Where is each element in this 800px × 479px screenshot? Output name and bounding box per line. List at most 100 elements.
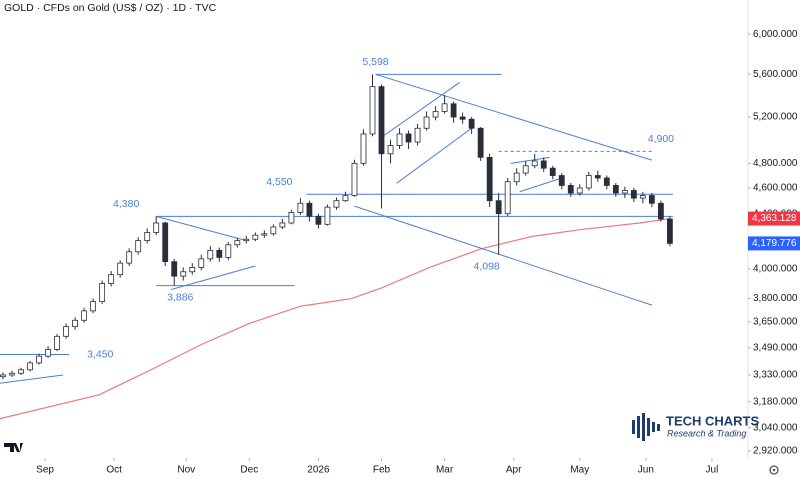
candle-body [297,202,304,213]
candle-body [432,111,439,118]
candle-body [657,202,664,220]
candle-body [0,374,6,378]
candle-body [621,190,628,194]
moving-average [0,217,670,420]
trend-line [375,73,653,161]
x-tick-label: May [570,465,589,476]
candle-body [279,222,286,228]
candle-body [603,177,610,186]
candle-body [495,200,502,215]
candle-body [135,240,142,253]
level-label: 3,886 [167,291,193,303]
candle-body [594,175,601,179]
candle-body [405,133,412,143]
candle-body [477,127,484,158]
candle-body [450,103,457,118]
y-tick-label: 5,200.000 [753,112,798,123]
candle-body [540,160,547,169]
y-tick-label: 3,180.000 [753,396,798,407]
candle-body [243,238,250,242]
brand-name: TECH CHARTS [666,413,759,428]
candle-body [648,195,655,204]
trend-line [396,127,472,184]
candle-body [288,211,295,224]
x-tick-label: Nov [177,465,195,476]
candle-body [369,86,376,135]
y-tick-label: 6,000.000 [753,29,798,40]
candle-body [99,283,106,303]
level-label: 4,900 [648,133,674,145]
candle-body [324,206,331,225]
x-tick-label: 2026 [307,465,330,476]
candle-body [162,222,169,263]
x-tick-label: Jun [638,465,654,476]
trend-line [0,374,64,384]
candle-body [486,156,493,202]
x-tick-label: Oct [106,465,122,476]
x-tick-label: Jul [706,465,719,476]
candle-body [261,233,268,236]
tv-logo [4,443,23,452]
candle-body [576,187,583,194]
candle-body [81,310,88,321]
candle-body [252,234,259,240]
y-tick-label: 4,000.000 [753,264,798,275]
candle-body [639,195,646,199]
candle-body [54,335,60,350]
x-tick-label: Dec [240,465,258,476]
candle-body [225,244,232,258]
candle-body [9,372,15,376]
candle-body [504,181,511,215]
x-tick-label: Sep [36,465,54,476]
candle-body [558,175,565,186]
candle-body [513,172,520,183]
trend-line [519,177,562,193]
candle-body [207,249,214,260]
trend-line [384,82,460,136]
y-tick-label: 3,650.000 [753,317,798,328]
trend-line [354,205,653,306]
candle-body [351,162,358,196]
candle-body [360,133,367,164]
level-label: 4,380 [113,198,139,210]
price-marker [748,211,800,226]
trend-line [156,215,247,242]
candle-body [45,349,51,357]
settings-icon[interactable] [769,465,779,475]
candle-body [117,262,124,276]
candle-body [531,160,538,167]
y-tick-label: 4,600.000 [753,183,798,194]
y-tick-label: 4,800.000 [753,158,798,169]
candle-body [189,267,196,273]
x-tick-label: Feb [373,465,391,476]
candle-body [612,185,619,194]
candle-body [18,369,24,374]
candle-body [90,301,97,312]
trend-line [510,156,550,164]
price-marker-label: 4,179.776 [752,238,797,249]
level-label: 4,550 [266,176,292,188]
candle-body [198,258,205,268]
candle-body [216,249,223,258]
candle-body [387,145,394,155]
y-tick-label: 2,920.000 [753,446,798,457]
level-label: 5,598 [362,56,388,68]
level-label: 3,450 [87,348,113,360]
y-tick-label: 3,330.000 [753,370,798,381]
candle-body [63,326,69,337]
price-marker [748,236,800,251]
candle-body [234,240,241,246]
candle-body [666,218,673,244]
candle-body [153,222,160,233]
candle-body [423,116,430,129]
candle-body [567,185,574,194]
x-tick-label: Mar [436,465,454,476]
candle-body [549,167,556,176]
candle-body [414,127,421,143]
x-tick-label: Apr [506,465,522,476]
candle-body [522,165,529,174]
candle-body [585,175,592,189]
y-tick-label: 3,800.000 [753,293,798,304]
